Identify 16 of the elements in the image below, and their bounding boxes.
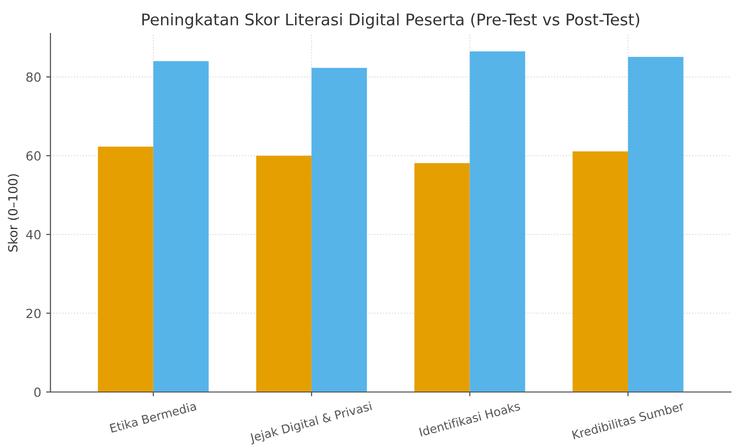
bar xyxy=(414,163,470,392)
y-tick-label: 80 xyxy=(26,72,41,82)
bar xyxy=(572,151,628,392)
bar xyxy=(256,156,312,392)
chart-title: Peningkatan Skor Literasi Digital Peserta (Pre-Test vs Post-Test) xyxy=(142,13,640,29)
bar xyxy=(312,68,367,392)
bar xyxy=(98,146,154,392)
y-tick-label: 60 xyxy=(26,151,41,161)
x-tick-label: Jejak Digital & Privasi xyxy=(248,401,373,445)
y-tick-label: 40 xyxy=(26,230,41,240)
bar xyxy=(470,51,526,392)
y-axis-title: Skor (0–100) xyxy=(8,174,20,252)
y-tick-label: 20 xyxy=(26,308,41,318)
bar xyxy=(153,61,209,392)
y-tick-label: 0 xyxy=(34,387,41,397)
bar xyxy=(628,56,684,392)
